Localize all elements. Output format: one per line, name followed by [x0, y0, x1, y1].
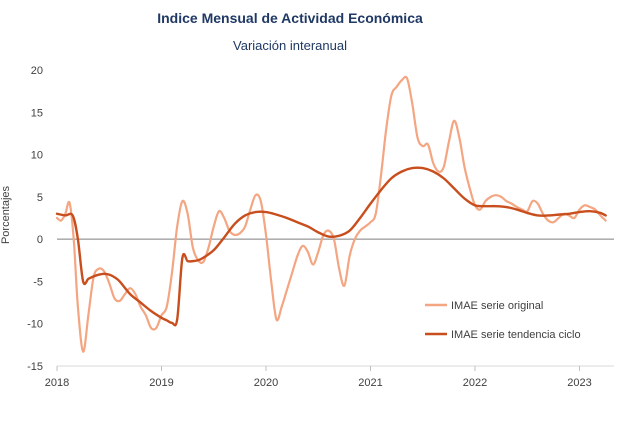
y-tick-label: 10 — [31, 150, 43, 162]
y-tick-label: 15 — [31, 107, 43, 119]
y-tick-label: 0 — [37, 234, 43, 246]
x-tick-label: 2019 — [149, 377, 173, 389]
legend-label-1: IMAE serie original — [451, 300, 543, 312]
x-tick-label: 2023 — [567, 377, 591, 389]
chart-subtitle: Variación interanual — [233, 38, 347, 53]
series-layer — [55, 75, 607, 353]
y-tick-label: 5 — [37, 192, 43, 204]
series-line-1 — [55, 75, 607, 353]
x-tick-label: 2022 — [463, 377, 487, 389]
axes: -15 -10 -5 0 5 10 15 20 2018 2019 2020 2021 2022 2023 — [27, 65, 614, 389]
x-tick-label: 2018 — [45, 377, 69, 389]
x-tick-label: 2021 — [358, 377, 382, 389]
y-tick-label: -5 — [33, 276, 43, 288]
chart-title: Indice Mensual de Actividad Económica — [157, 10, 423, 26]
legend: IMAE serie original IMAE serie tendencia … — [425, 300, 581, 341]
y-tick-label: -15 — [27, 361, 43, 373]
y-tick-label: -10 — [27, 319, 43, 331]
y-tick-label: 20 — [31, 65, 43, 77]
legend-label-2: IMAE serie tendencia ciclo — [451, 329, 581, 341]
series-line-2 — [55, 166, 607, 327]
x-tick-label: 2020 — [254, 377, 278, 389]
